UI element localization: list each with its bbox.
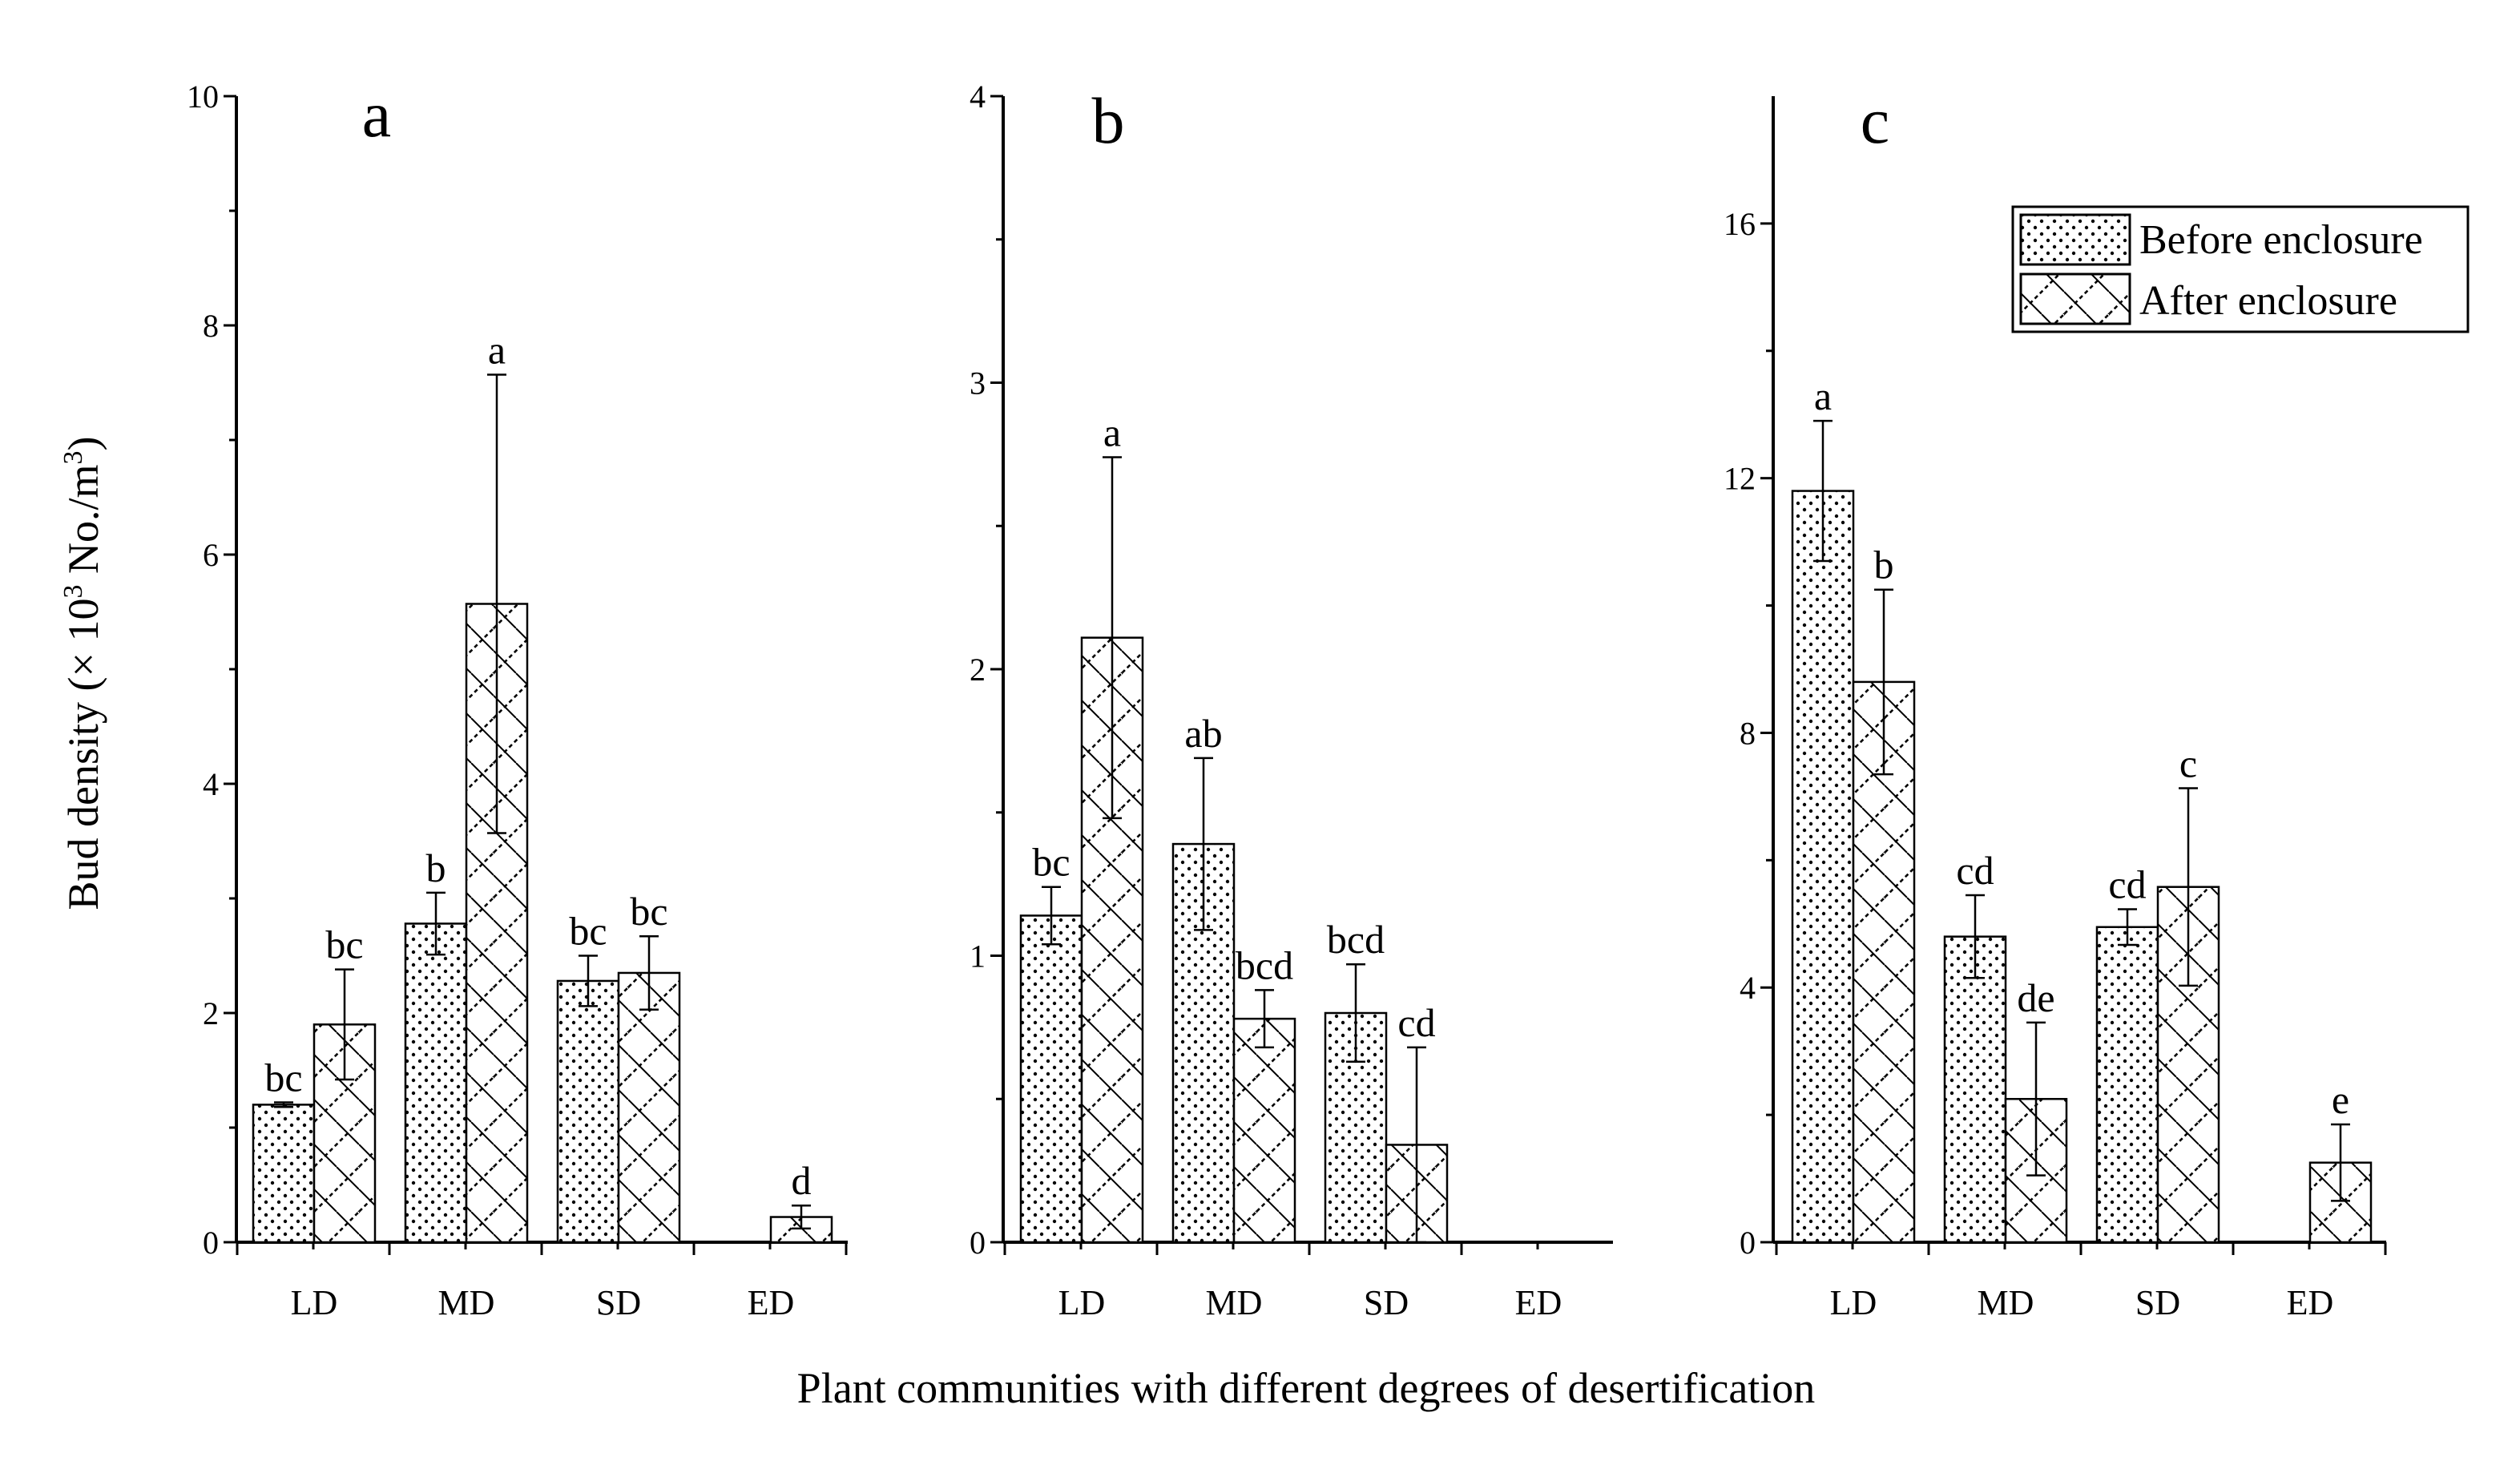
significance-letter: e — [2332, 1077, 2349, 1122]
x-category-label: MD — [1978, 1283, 2034, 1322]
significance-letter: ab — [1184, 711, 1222, 756]
y-tick-label: 1 — [970, 938, 986, 975]
significance-letter: bc — [630, 889, 667, 934]
significance-letter: bcd — [1327, 917, 1385, 962]
y-tick-label: 2 — [203, 995, 219, 1031]
y-tick-label: 16 — [1724, 206, 1756, 242]
panel-label: a — [362, 78, 391, 151]
x-category-label: LD — [291, 1283, 338, 1322]
legend-swatch-after — [2019, 272, 2131, 325]
y-axis-title: Bud density (× 103 No./m3) — [58, 437, 107, 910]
bar-before-enclosure — [404, 922, 468, 1244]
x-category-label: SD — [1364, 1283, 1409, 1322]
bar-before-enclosure — [2095, 926, 2159, 1244]
x-category-label: LD — [1830, 1283, 1877, 1322]
bar-after-enclosure — [1232, 1017, 1296, 1244]
bar-after-enclosure — [1852, 680, 1916, 1244]
bar-before-enclosure — [1019, 914, 1083, 1244]
x-category-label: LD — [1058, 1283, 1106, 1322]
x-category-label: ED — [1515, 1283, 1562, 1322]
x-category-label: ED — [748, 1283, 795, 1322]
y-tick-label: 0 — [970, 1225, 986, 1261]
significance-letter: a — [488, 327, 506, 372]
bar-after-enclosure — [617, 971, 681, 1244]
y-tick-label: 8 — [1740, 715, 1756, 751]
y-tick-label: 10 — [187, 79, 219, 115]
x-category-label: ED — [2287, 1283, 2334, 1322]
significance-letter: bcd — [1236, 942, 1293, 987]
bar-before-enclosure — [252, 1104, 316, 1244]
significance-letter: cd — [1956, 848, 1994, 893]
significance-letter: bc — [325, 922, 363, 967]
y-tick-label: 4 — [970, 79, 986, 115]
y-tick-label: 0 — [203, 1225, 219, 1261]
y-tick-label: 4 — [203, 766, 219, 802]
legend-label-before: Before enclosure — [2139, 217, 2423, 263]
x-category-label: SD — [596, 1283, 641, 1322]
significance-letter: bc — [1032, 840, 1070, 885]
y-tick-label: 6 — [203, 537, 219, 573]
x-category-label: MD — [438, 1283, 495, 1322]
y-tick-label: 4 — [1740, 970, 1756, 1006]
x-category-label: SD — [2135, 1283, 2180, 1322]
x-category-label: MD — [1206, 1283, 1263, 1322]
y-tick-label: 2 — [970, 652, 986, 688]
y-tick-label: 0 — [1740, 1225, 1756, 1261]
y-tick-label: 12 — [1724, 461, 1756, 497]
significance-letter: c — [2179, 741, 2197, 786]
significance-letter: cd — [1397, 1000, 1435, 1045]
y-tick-label: 8 — [203, 308, 219, 344]
panel-label: b — [1092, 84, 1125, 157]
significance-letter: bc — [569, 909, 607, 954]
panel-c-chart: c 0 4 8 12 16 LD a b MD cd de SD cd c ED e — [1724, 84, 2387, 1322]
significance-letter: b — [1874, 543, 1894, 587]
bar-before-enclosure — [1791, 490, 1855, 1244]
panel-label: c — [1861, 84, 1889, 157]
significance-letter: a — [1814, 373, 1832, 418]
x-axis-title: Plant communities with different degrees… — [797, 1364, 1816, 1412]
bar-before-enclosure — [556, 979, 620, 1244]
legend-label-after: After enclosure — [2139, 278, 2397, 324]
significance-letter: bc — [264, 1055, 302, 1100]
significance-letter: d — [792, 1158, 812, 1203]
significance-letter: cd — [2108, 862, 2146, 907]
legend: Before enclosure After enclosure — [2011, 205, 2470, 333]
bar-before-enclosure — [1943, 935, 2007, 1244]
significance-letter: a — [1103, 410, 1121, 454]
significance-letter: de — [2017, 975, 2054, 1020]
legend-swatch-before — [2019, 213, 2131, 266]
y-tick-label: 3 — [970, 365, 986, 402]
significance-letter: b — [426, 846, 446, 890]
